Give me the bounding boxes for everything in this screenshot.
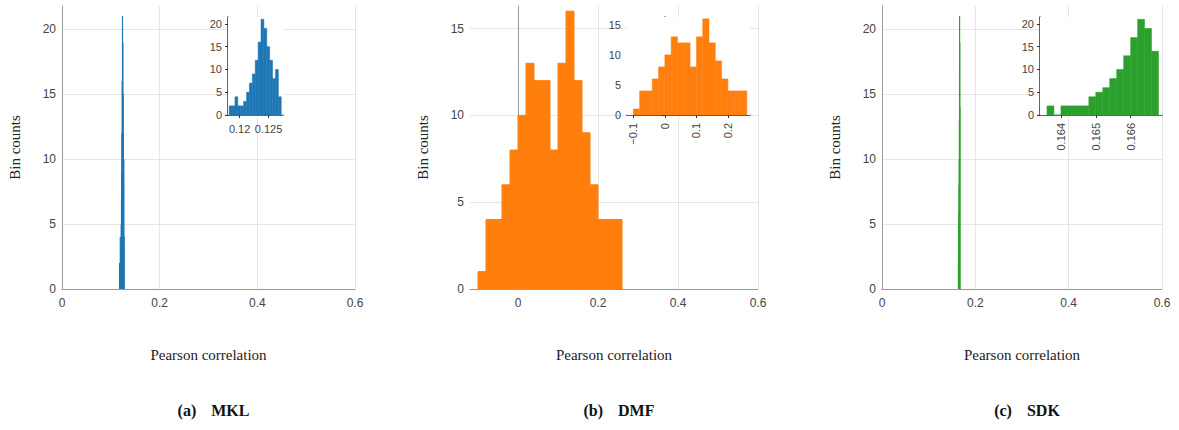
svg-text:Pearson correlation: Pearson correlation (964, 347, 1081, 363)
svg-text:0.125: 0.125 (255, 123, 283, 135)
svg-text:5: 5 (216, 86, 222, 98)
svg-text:0: 0 (457, 282, 464, 296)
svg-text:SDK: SDK (1027, 402, 1060, 419)
svg-text:0.2: 0.2 (722, 123, 734, 138)
svg-text:0.6: 0.6 (347, 296, 364, 310)
svg-text:0.166: 0.166 (1125, 123, 1137, 151)
svg-text:5: 5 (1028, 86, 1034, 98)
svg-text:Pearson correlation: Pearson correlation (150, 347, 267, 363)
svg-text:0.4: 0.4 (249, 296, 266, 310)
svg-text:20: 20 (210, 18, 222, 30)
svg-text:Bin counts: Bin counts (827, 115, 843, 180)
svg-text:5: 5 (615, 79, 621, 91)
svg-text:15: 15 (863, 87, 877, 101)
svg-text:0: 0 (615, 109, 621, 121)
svg-text:Bin counts: Bin counts (7, 115, 23, 180)
svg-text:(b): (b) (584, 402, 604, 420)
svg-text:0: 0 (49, 282, 56, 296)
svg-text:20: 20 (43, 22, 57, 36)
svg-text:10: 10 (451, 108, 465, 122)
svg-text:0: 0 (869, 282, 876, 296)
svg-text:0.12: 0.12 (229, 123, 250, 135)
svg-text:0.4: 0.4 (670, 296, 687, 310)
svg-text:Bin counts: Bin counts (415, 115, 431, 180)
svg-text:0.6: 0.6 (1154, 296, 1171, 310)
svg-text:5: 5 (49, 217, 56, 231)
svg-text:MKL: MKL (211, 402, 249, 419)
svg-text:DMF: DMF (618, 402, 655, 419)
svg-text:15: 15 (1022, 41, 1034, 53)
svg-text:Pearson correlation: Pearson correlation (556, 347, 673, 363)
svg-text:5: 5 (457, 195, 464, 209)
svg-text:15: 15 (210, 41, 222, 53)
svg-text:20: 20 (1022, 18, 1034, 30)
svg-text:15: 15 (609, 19, 621, 31)
svg-text:(a): (a) (178, 402, 197, 420)
svg-text:(c): (c) (994, 402, 1012, 420)
svg-text:0.6: 0.6 (750, 296, 767, 310)
svg-text:15: 15 (451, 22, 465, 36)
svg-text:0.164: 0.164 (1055, 123, 1067, 151)
svg-text:10: 10 (609, 49, 621, 61)
svg-text:15: 15 (43, 87, 57, 101)
svg-text:0: 0 (659, 123, 671, 129)
svg-text:−0.1: −0.1 (627, 123, 639, 145)
svg-text:0.2: 0.2 (967, 296, 984, 310)
svg-text:5: 5 (869, 217, 876, 231)
svg-text:20: 20 (863, 22, 877, 36)
svg-text:10: 10 (43, 152, 57, 166)
svg-text:0.1: 0.1 (690, 123, 702, 138)
svg-text:0.4: 0.4 (1060, 296, 1077, 310)
svg-text:0: 0 (59, 296, 66, 310)
svg-text:10: 10 (863, 152, 877, 166)
svg-text:0.2: 0.2 (151, 296, 168, 310)
svg-text:0.165: 0.165 (1090, 123, 1102, 151)
svg-text:0: 0 (216, 109, 222, 121)
svg-text:10: 10 (210, 63, 222, 75)
svg-text:0: 0 (1028, 109, 1034, 121)
svg-text:0: 0 (515, 296, 522, 310)
svg-text:10: 10 (1022, 63, 1034, 75)
svg-text:0.2: 0.2 (590, 296, 607, 310)
svg-text:0: 0 (879, 296, 886, 310)
